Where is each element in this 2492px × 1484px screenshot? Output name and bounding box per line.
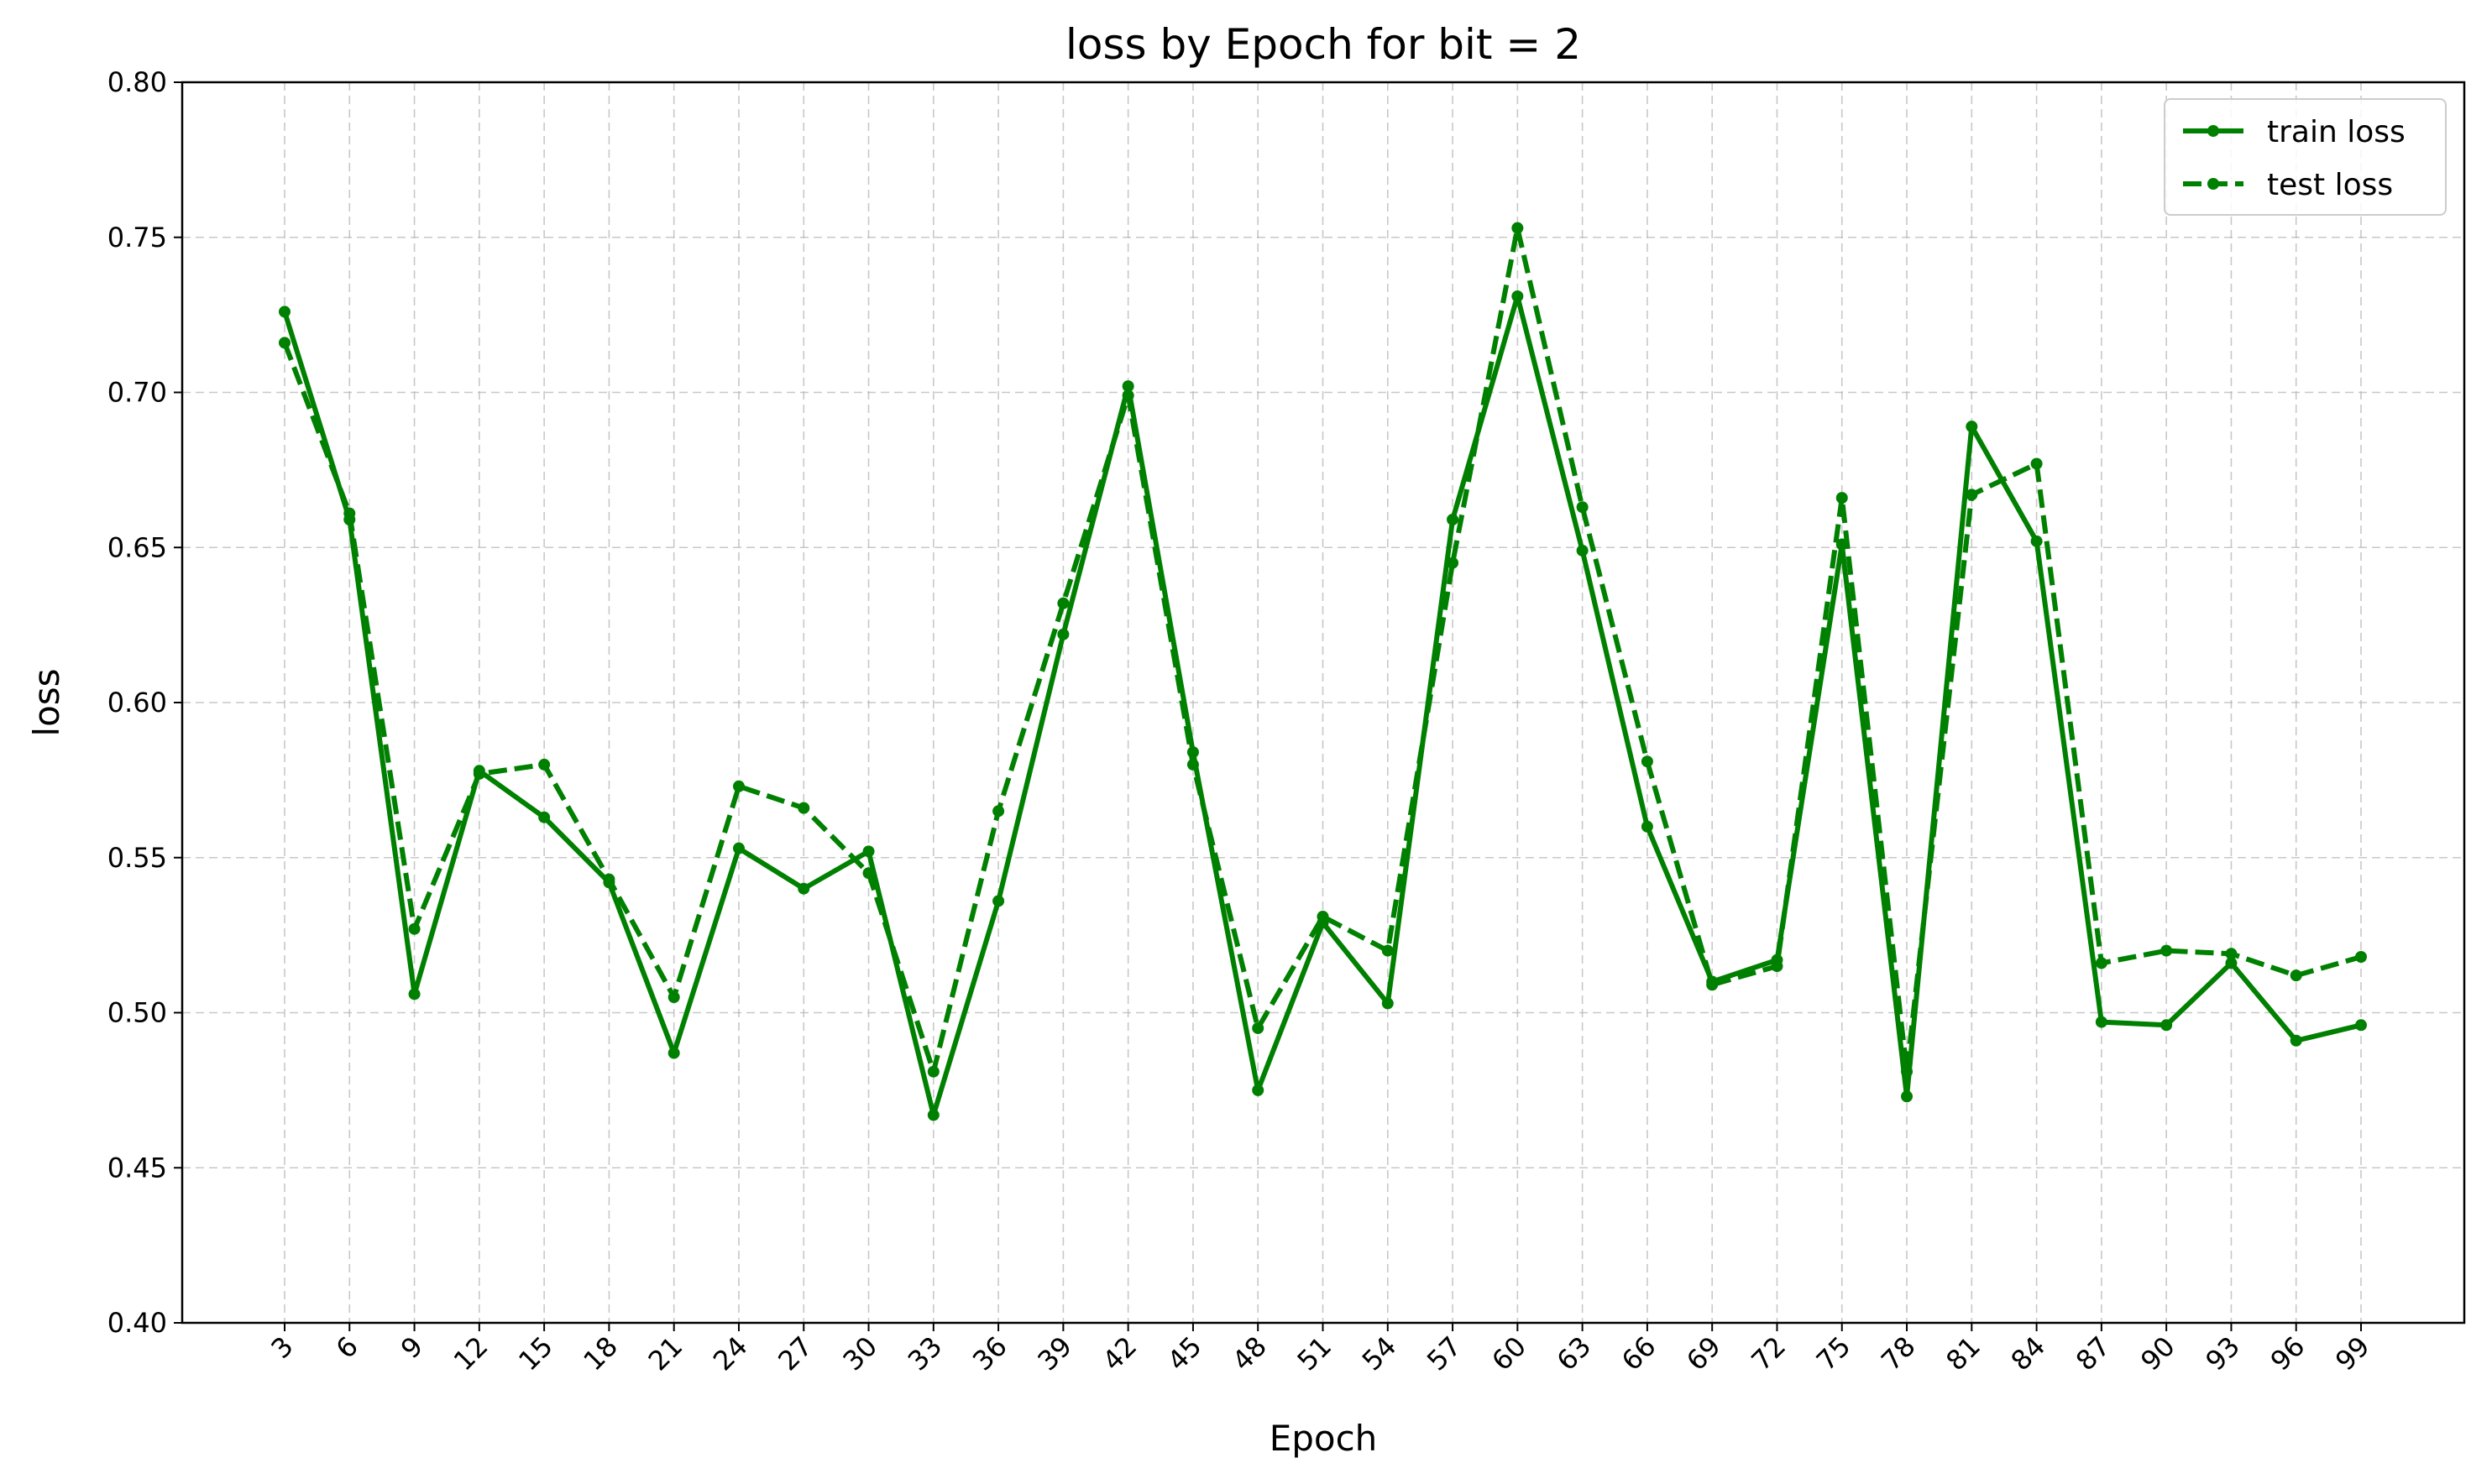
test-loss-point xyxy=(1966,489,1978,501)
train-loss-point xyxy=(1252,1084,1264,1096)
legend-train-label: train loss xyxy=(2267,115,2406,149)
test-loss-point xyxy=(992,805,1005,818)
test-loss-point xyxy=(603,873,615,886)
legend-box xyxy=(2164,98,2447,216)
test-loss-point xyxy=(473,767,485,780)
test-loss-point xyxy=(927,1065,940,1078)
y-tick-label: 0.55 xyxy=(107,842,167,874)
test-loss-point xyxy=(1771,960,1783,973)
test-loss-point xyxy=(1252,1022,1264,1034)
train-loss-point xyxy=(992,895,1005,907)
test-loss-point xyxy=(538,758,551,771)
chart-title: loss by Epoch for bit = 2 xyxy=(1065,20,1581,69)
legend-test-marker xyxy=(2207,178,2219,190)
test-loss-point xyxy=(1381,944,1394,957)
test-loss-point xyxy=(1317,910,1329,922)
train-loss-point xyxy=(862,845,875,858)
legend-train-marker xyxy=(2207,125,2219,137)
train-loss-point xyxy=(2160,1019,2173,1032)
legend-test-label: test loss xyxy=(2267,168,2393,202)
train-loss-point xyxy=(408,988,421,1001)
test-loss-point xyxy=(1641,755,1653,768)
train-loss-point xyxy=(2290,1034,2302,1047)
test-loss-series xyxy=(279,222,2367,1078)
train-loss-point xyxy=(538,811,551,823)
test-loss-point xyxy=(862,867,875,880)
test-loss-point xyxy=(1122,389,1134,402)
train-loss-point xyxy=(1966,421,1978,433)
test-loss-point xyxy=(2095,957,2107,969)
train-loss-point xyxy=(732,842,745,854)
test-loss-point xyxy=(2225,948,2238,960)
y-tick-label: 0.65 xyxy=(107,531,167,563)
test-loss-point xyxy=(2355,950,2367,963)
test-loss-point xyxy=(668,991,680,1004)
test-loss-point xyxy=(1511,222,1524,234)
train-loss-point xyxy=(927,1109,940,1121)
train-loss-point xyxy=(1641,820,1653,833)
legend: train loss test loss xyxy=(2164,98,2447,216)
train-loss-point xyxy=(2355,1019,2367,1032)
test-loss-point xyxy=(1447,556,1459,569)
y-tick-label: 0.80 xyxy=(107,66,167,98)
test-loss-point xyxy=(1706,979,1719,991)
y-axis-label: loss xyxy=(26,668,67,736)
test-loss-point xyxy=(732,780,745,792)
test-loss-point xyxy=(408,922,421,935)
train-loss-point xyxy=(2030,535,2043,547)
test-loss-point xyxy=(1576,501,1589,514)
y-tick-label: 0.75 xyxy=(107,222,167,253)
train-loss-point xyxy=(798,882,810,895)
train-loss-point xyxy=(279,306,291,318)
test-loss-point xyxy=(2030,457,2043,470)
train-loss-point xyxy=(1057,628,1070,640)
y-tick-label: 0.50 xyxy=(107,997,167,1029)
test-loss-point xyxy=(2290,969,2302,982)
y-tick-label: 0.45 xyxy=(107,1152,167,1184)
y-tick-label: 0.40 xyxy=(107,1307,167,1339)
train-loss-point xyxy=(1576,544,1589,556)
x-axis-label: Epoch xyxy=(1270,1418,1378,1459)
y-tick-label: 0.70 xyxy=(107,377,167,409)
y-tick-label: 0.60 xyxy=(107,687,167,718)
test-loss-point xyxy=(798,802,810,814)
train-loss-point xyxy=(2095,1016,2107,1028)
test-loss-point xyxy=(1186,758,1199,771)
test-loss-point xyxy=(1901,1065,1914,1078)
test-loss-point xyxy=(1835,492,1848,504)
plot-area xyxy=(279,222,2367,1121)
train-loss-point xyxy=(1122,380,1134,393)
test-loss-line xyxy=(282,225,2362,1074)
train-loss-point xyxy=(1511,290,1524,302)
train-loss-point xyxy=(2225,957,2238,969)
grid-lines xyxy=(182,81,2464,1324)
y-axis: 0.40 0.45 0.50 0.55 0.60 0.65 0.70 0.75 0.80 xyxy=(107,66,182,1339)
test-loss-point xyxy=(279,337,291,349)
train-loss-point xyxy=(1901,1090,1914,1103)
train-loss-point xyxy=(1381,997,1394,1010)
test-loss-point xyxy=(2160,944,2173,957)
test-loss-point xyxy=(1057,597,1070,609)
train-loss-point xyxy=(668,1047,680,1059)
train-loss-point xyxy=(1447,513,1459,525)
test-loss-point xyxy=(343,507,356,520)
